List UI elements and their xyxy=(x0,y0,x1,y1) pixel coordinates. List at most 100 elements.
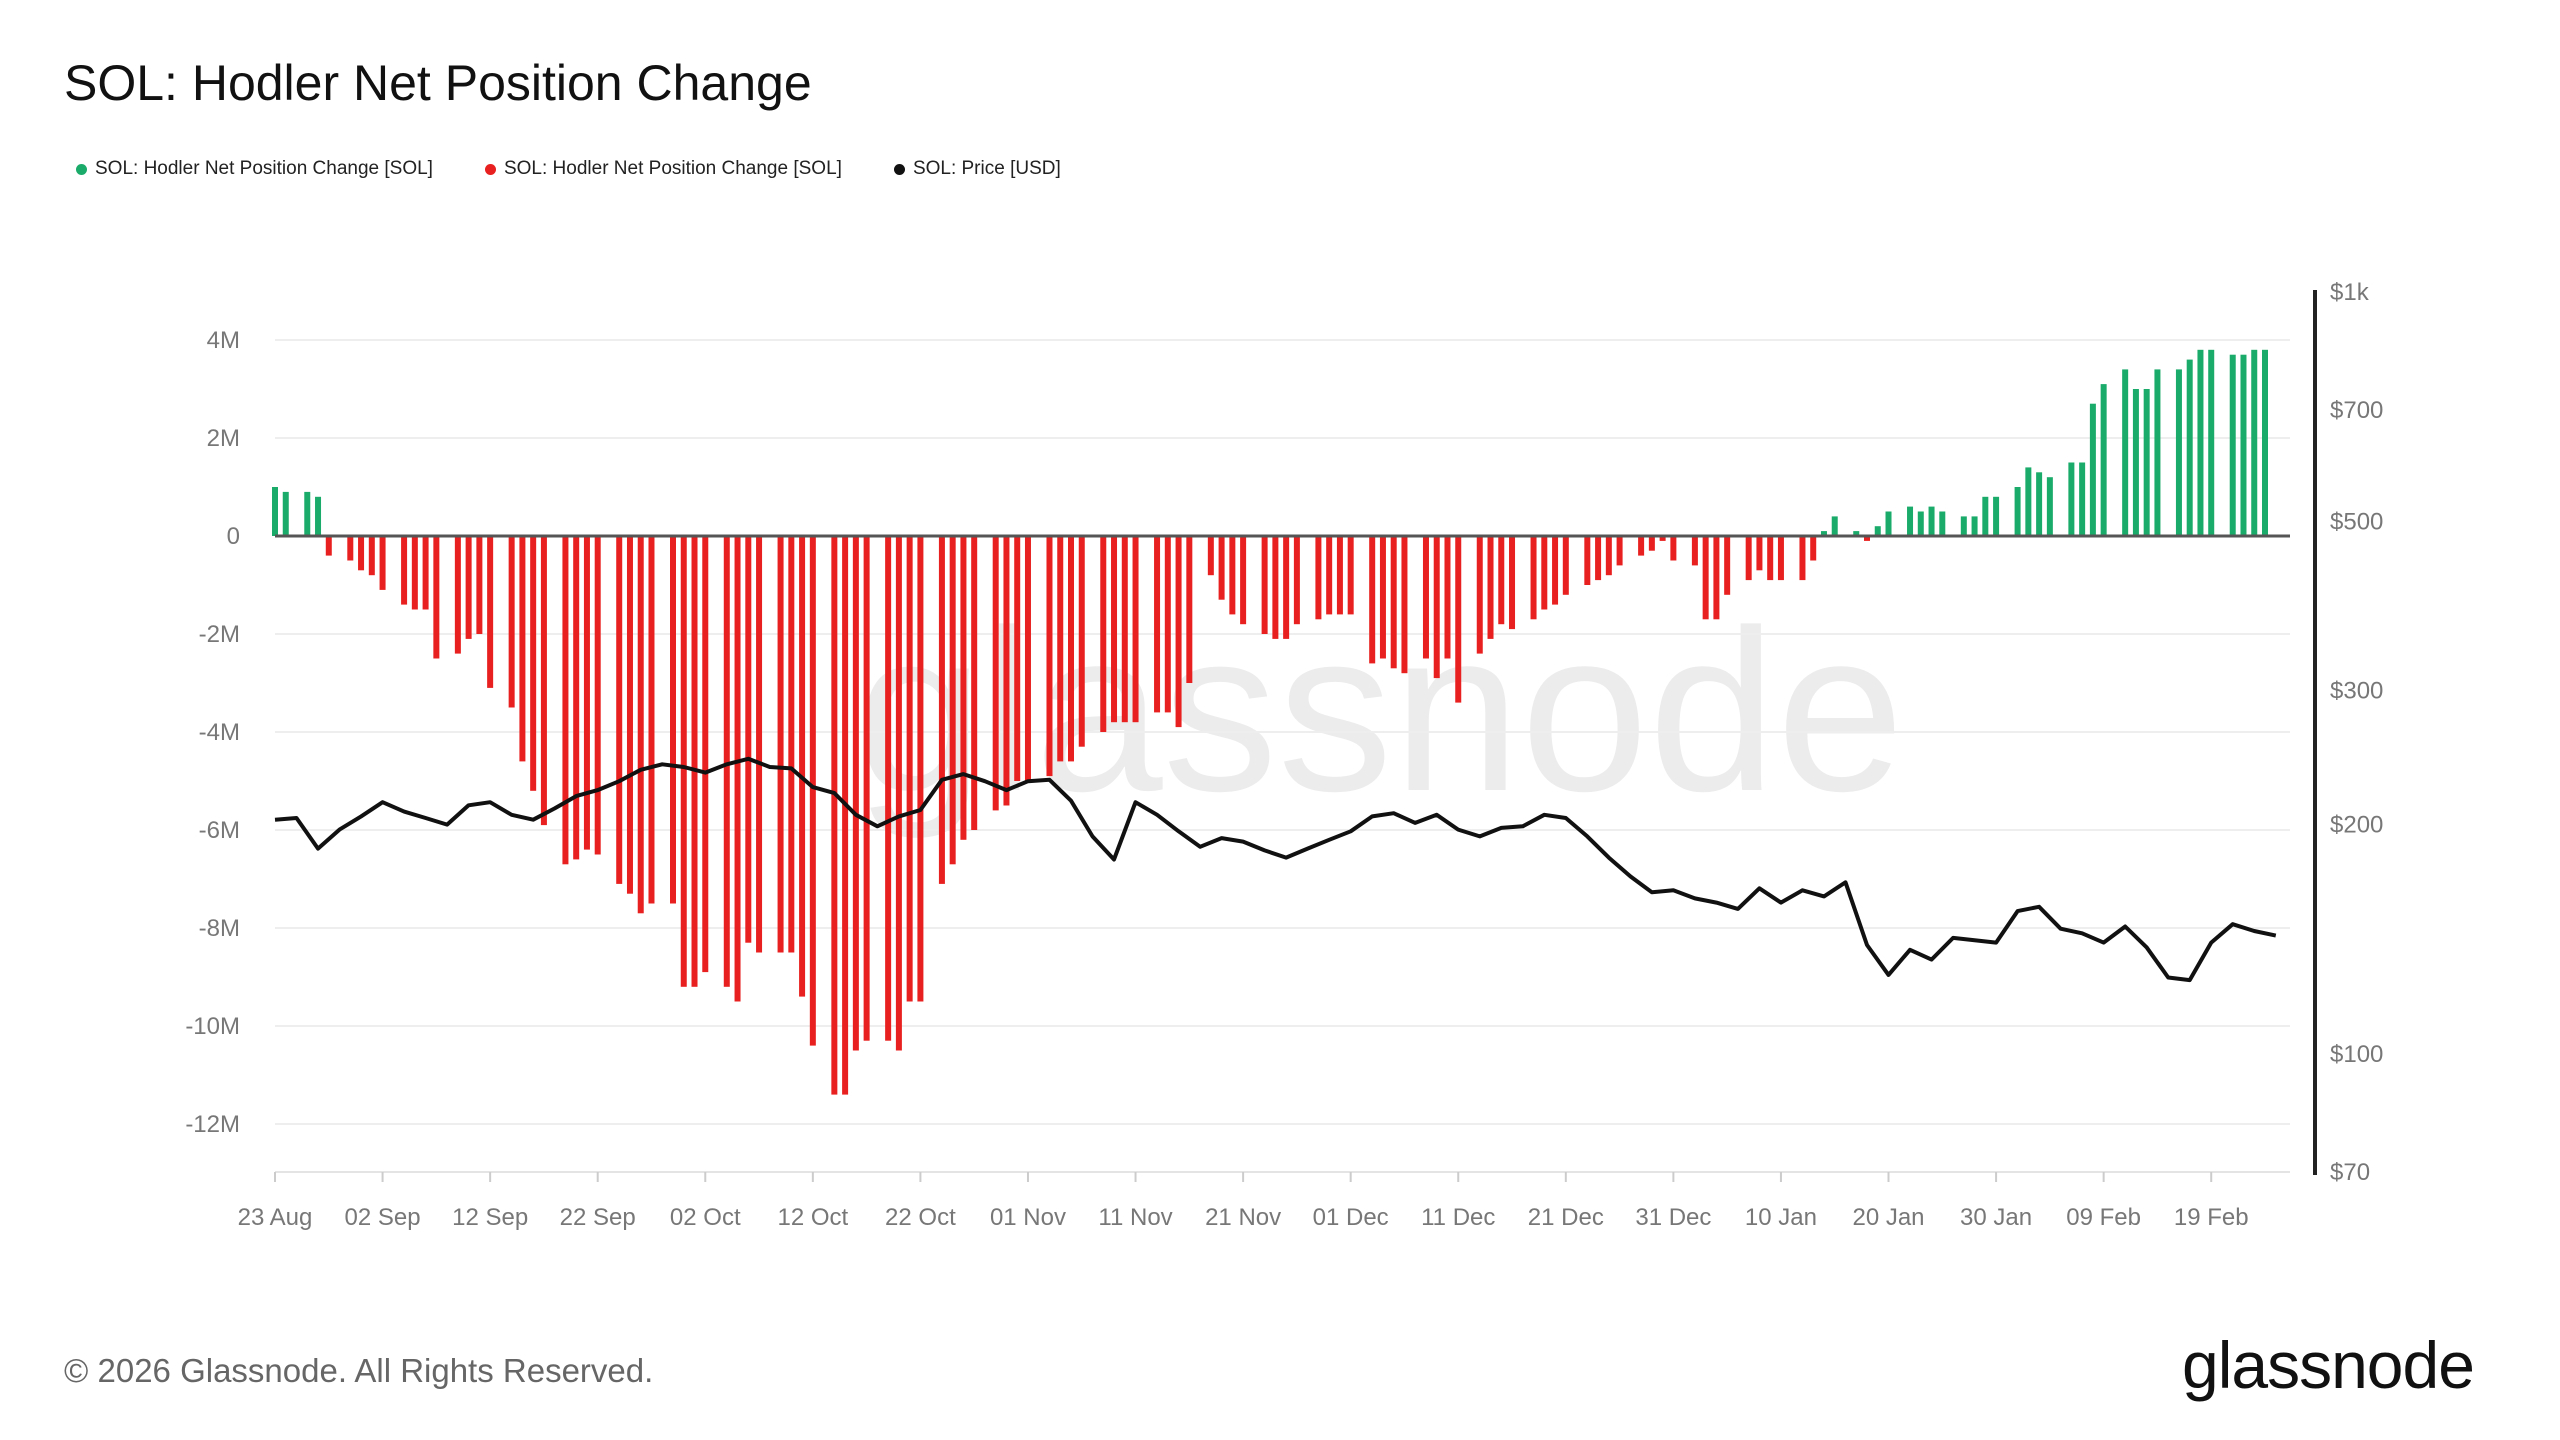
net-change-bar xyxy=(282,491,289,536)
net-change-bar xyxy=(777,536,784,953)
net-change-bar xyxy=(1917,511,1924,536)
net-change-bar xyxy=(2251,349,2258,536)
net-change-bar xyxy=(1154,536,1161,713)
net-change-bar xyxy=(756,536,763,953)
net-change-bar xyxy=(1175,536,1182,728)
net-change-bar xyxy=(885,536,892,1041)
net-change-bar xyxy=(1186,536,1193,683)
net-change-bar xyxy=(2143,389,2150,536)
net-change-bar xyxy=(1638,536,1645,556)
net-change-bar xyxy=(949,536,956,865)
price-tick-label: $100 xyxy=(2330,1041,2383,1068)
x-tick-label: 19 Feb xyxy=(2174,1204,2249,1231)
net-change-bar xyxy=(852,536,859,1051)
chart-title: SOL: Hodler Net Position Change xyxy=(64,55,812,111)
net-change-bar xyxy=(1347,536,1354,615)
net-change-bar xyxy=(809,536,816,1046)
net-change-bar xyxy=(2175,369,2182,536)
net-change-bar xyxy=(411,536,418,610)
net-change-bar xyxy=(1552,536,1559,605)
net-change-bar xyxy=(648,536,655,904)
net-change-bar xyxy=(1078,536,1085,747)
net-change-bar xyxy=(1562,536,1569,595)
net-change-bar xyxy=(1369,536,1376,664)
net-change-bar xyxy=(2262,349,2268,536)
net-change-bar xyxy=(2197,349,2204,536)
net-change-bar xyxy=(734,536,741,1002)
x-tick-label: 02 Oct xyxy=(670,1204,741,1231)
y-tick-label: -4M xyxy=(199,719,240,746)
net-change-bar xyxy=(1240,536,1247,625)
legend-item-price[interactable]: SOL: Price [USD] xyxy=(893,158,1061,180)
x-tick-label: 01 Nov xyxy=(990,1204,1066,1231)
net-change-bar xyxy=(906,536,913,1002)
net-change-bar xyxy=(530,536,537,791)
legend-item-positive[interactable]: SOL: Hodler Net Position Change [SOL] xyxy=(76,158,433,180)
net-change-bar xyxy=(487,536,494,688)
net-change-bar xyxy=(960,536,967,840)
y-tick-label: -8M xyxy=(199,915,240,942)
net-change-bar xyxy=(1777,536,1784,581)
net-change-bar xyxy=(1670,536,1677,561)
net-change-bar xyxy=(1336,536,1343,615)
net-change-bar xyxy=(1928,506,1935,536)
net-change-bar xyxy=(1595,536,1602,581)
net-change-bar xyxy=(1498,536,1505,625)
net-change-bar xyxy=(1993,496,2000,536)
price-tick-label: $200 xyxy=(2330,812,2383,839)
net-change-bar xyxy=(1121,536,1128,723)
net-change-bar xyxy=(2014,487,2021,536)
net-change-bar xyxy=(1584,536,1591,585)
net-change-bar xyxy=(626,536,633,894)
net-change-bar xyxy=(1907,506,1914,536)
net-change-bar xyxy=(1541,536,1548,610)
net-change-bar xyxy=(895,536,902,1051)
net-change-bar xyxy=(1455,536,1462,703)
net-change-bar xyxy=(433,536,440,659)
net-change-bar xyxy=(315,496,322,536)
legend-dot-black xyxy=(893,163,905,175)
net-change-bar xyxy=(1422,536,1429,659)
x-tick-label: 12 Oct xyxy=(777,1204,848,1231)
net-change-bar xyxy=(422,536,429,610)
net-change-bar xyxy=(358,536,365,571)
price-tick-label: $300 xyxy=(2330,677,2383,704)
price-line xyxy=(274,756,2277,983)
net-change-bar xyxy=(2089,403,2096,536)
net-change-bar xyxy=(1831,516,1838,536)
x-tick-label: 22 Oct xyxy=(885,1204,956,1231)
net-change-bar xyxy=(1014,536,1021,781)
net-change-bar xyxy=(1057,536,1064,762)
x-tick-label: 01 Dec xyxy=(1313,1204,1389,1231)
net-change-bar xyxy=(863,536,870,1041)
x-tick-label: 11 Nov xyxy=(1098,1204,1172,1231)
net-change-bar xyxy=(2229,354,2236,536)
net-change-bar xyxy=(454,536,461,654)
y-tick-label: -2M xyxy=(199,621,240,648)
net-change-bar xyxy=(1261,536,1268,634)
net-change-bar xyxy=(2079,462,2086,536)
net-change-bar xyxy=(1960,516,1967,536)
legend-item-negative[interactable]: SOL: Hodler Net Position Change [SOL] xyxy=(484,158,842,180)
x-tick-label: 31 Dec xyxy=(1635,1204,1711,1231)
net-change-bar xyxy=(2100,384,2107,536)
net-change-bar xyxy=(917,536,924,1002)
net-change-bar xyxy=(1702,536,1709,620)
net-change-bar xyxy=(1874,526,1881,536)
legend: SOL: Hodler Net Position Change [SOL] SO… xyxy=(76,158,1061,180)
x-tick-label: 11 Dec xyxy=(1421,1204,1495,1231)
net-change-bar xyxy=(1229,536,1236,615)
net-change-bar xyxy=(2068,462,2075,536)
net-change-bar xyxy=(1326,536,1333,615)
brand-logo[interactable]: glassnode xyxy=(2182,1328,2475,1402)
net-change-bar xyxy=(508,536,515,708)
net-change-bar xyxy=(1756,536,1763,571)
net-change-bar xyxy=(971,536,978,830)
net-change-bar xyxy=(2186,359,2193,536)
net-change-bar xyxy=(1745,536,1752,581)
net-change-bar xyxy=(1283,536,1290,639)
legend-label-positive: SOL: Hodler Net Position Change [SOL] xyxy=(95,158,433,179)
net-change-bar xyxy=(1487,536,1494,639)
x-tick-label: 21 Nov xyxy=(1205,1204,1281,1231)
